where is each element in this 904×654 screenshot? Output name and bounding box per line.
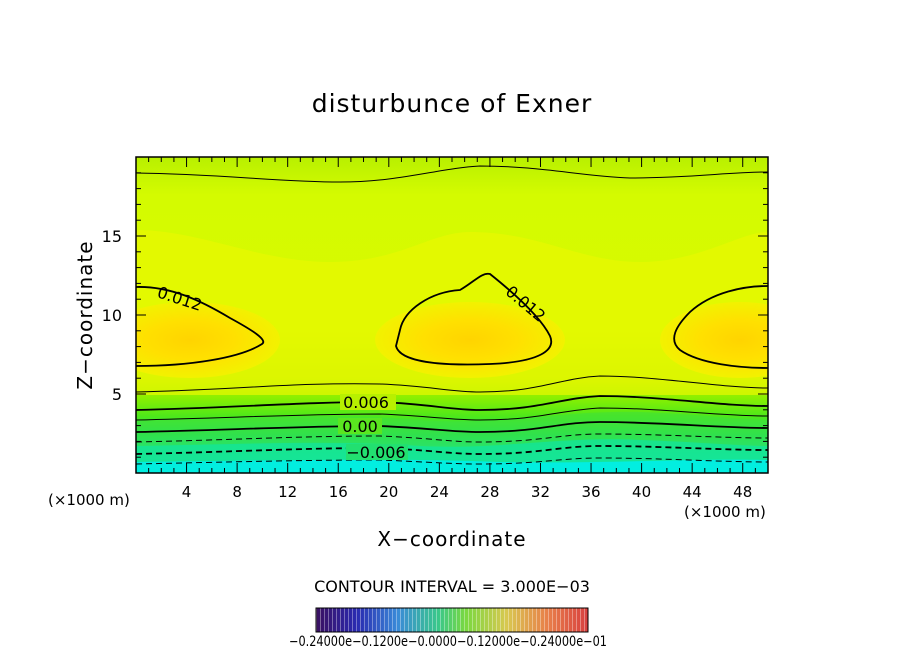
contour-label: −0.006: [346, 443, 405, 462]
x-tick-label: 4: [182, 483, 192, 501]
x-tick-label: 32: [531, 483, 550, 501]
x-axis-label: X−coordinate: [377, 527, 526, 551]
contour-0006: [136, 395, 768, 411]
colorbar-labels: −0.24000e−0.1200e−0.0000−0.12000e−0.2400…: [289, 634, 607, 650]
contour-b3: [136, 407, 768, 421]
contour-012-mid: [395, 272, 553, 366]
y-tick-label: 10: [102, 306, 122, 325]
y-tick-label: 5: [112, 385, 122, 404]
contour-interval: CONTOUR INTERVAL = 3.000E−03: [314, 577, 590, 596]
x-tick-label: 28: [480, 483, 499, 501]
contour-zero: [136, 421, 768, 433]
contour-labels: 0.012 0.012 0.006 0.00 −0.006: [155, 282, 549, 462]
x-tick-label: 44: [683, 483, 702, 501]
x-tick-label: 8: [232, 483, 242, 501]
x-tick-label: 40: [632, 483, 651, 501]
x-tick-label: 24: [430, 483, 449, 501]
x-tick-label: 20: [379, 483, 398, 501]
x-tick-label: 48: [733, 483, 752, 501]
chart-title: disturbunce of Exner: [312, 89, 593, 118]
contour-012-right: [673, 285, 768, 369]
x-tick-label: 36: [581, 483, 600, 501]
y-axis-label: Z−coordinate: [73, 240, 97, 389]
x-tick-label: 16: [329, 483, 348, 501]
x-tick-labels: 4 8 12 16 20 24 28 32 36 40 44 48: [182, 483, 752, 501]
axis-ticks: [136, 157, 768, 473]
contour-012-left: [136, 286, 265, 367]
x-unit-right: (×1000 m): [684, 503, 766, 521]
y-tick-labels: 5 10 15: [102, 227, 122, 404]
contour-neg3: [136, 457, 768, 465]
contour-top: [136, 165, 768, 183]
contour-neg1: [136, 433, 768, 443]
x-unit-left: (×1000 m): [48, 491, 130, 509]
contour-label: 0.00: [342, 417, 378, 436]
y-tick-label: 15: [102, 227, 122, 246]
contour-label: 0.006: [343, 393, 389, 412]
contour-neg006: [136, 445, 768, 455]
contour-b1: [136, 375, 768, 393]
contour-field: [136, 157, 768, 473]
colorbar: [315, 607, 589, 633]
x-tick-label: 12: [278, 483, 297, 501]
